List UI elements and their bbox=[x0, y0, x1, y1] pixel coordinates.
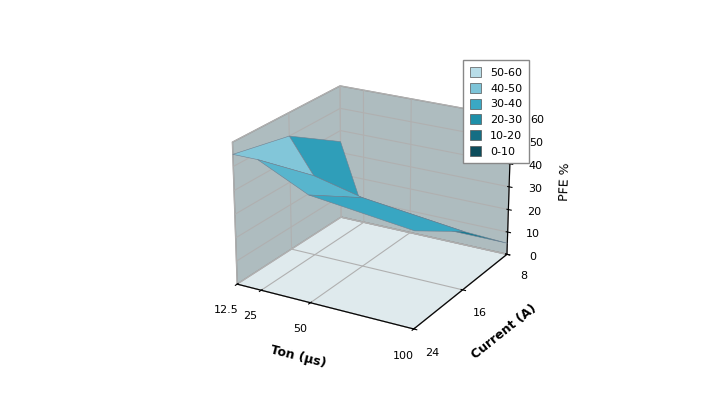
Legend: 50-60, 40-50, 30-40, 20-30, 10-20, 0-10: 50-60, 40-50, 30-40, 20-30, 10-20, 0-10 bbox=[463, 60, 529, 163]
Y-axis label: Current (A): Current (A) bbox=[469, 302, 539, 362]
X-axis label: Ton (μs): Ton (μs) bbox=[269, 344, 327, 370]
